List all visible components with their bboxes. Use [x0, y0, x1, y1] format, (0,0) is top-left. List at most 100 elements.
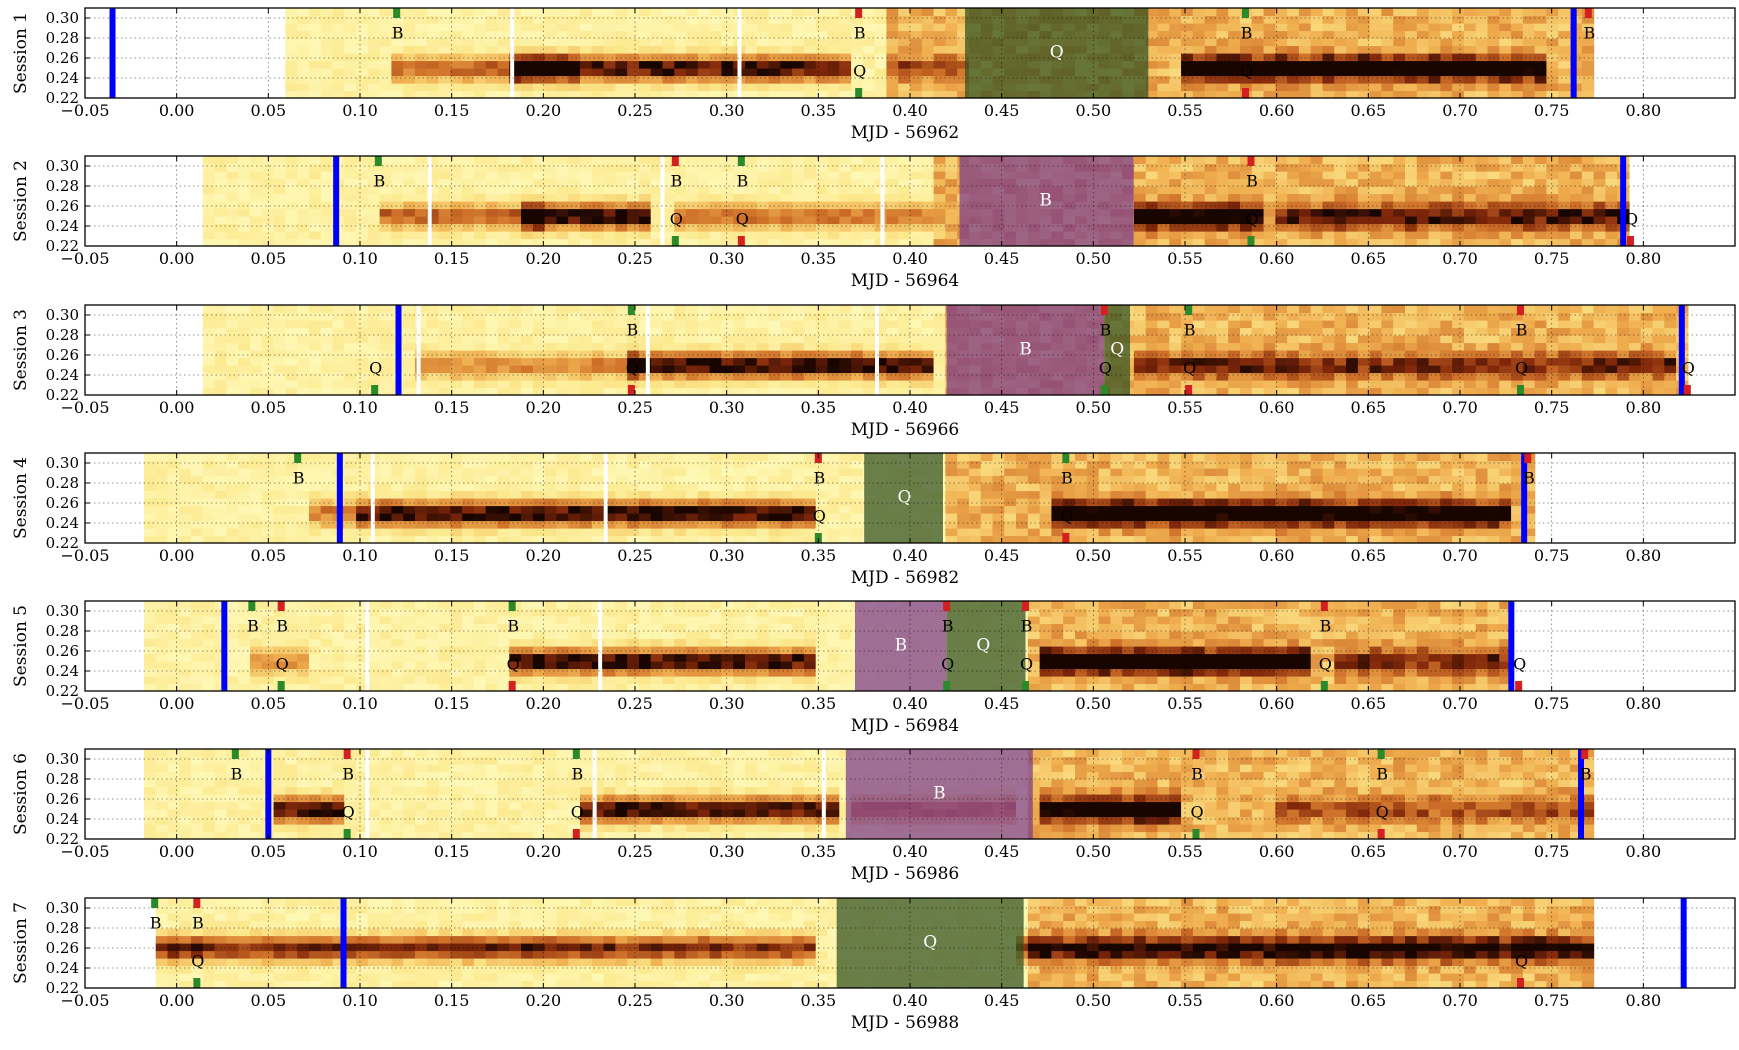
heatmap-cell	[356, 460, 369, 469]
heatmap-cell	[403, 75, 416, 84]
heatmap-cell	[1346, 238, 1359, 247]
heatmap-cell	[155, 460, 169, 469]
heatmap-cell	[1133, 208, 1147, 217]
heatmap-cell	[898, 231, 911, 240]
heatmap-cell	[1381, 305, 1394, 314]
heatmap-cell	[1534, 163, 1548, 172]
heatmap-cell	[921, 231, 935, 240]
x-tick-label: −0.05	[60, 101, 109, 120]
heatmap-cell	[202, 365, 216, 374]
heatmap-cell	[638, 320, 652, 329]
heatmap-cell	[438, 342, 451, 351]
heatmap-cell	[509, 350, 522, 359]
heatmap-cell	[1334, 38, 1347, 47]
heatmap-cell	[627, 380, 640, 389]
heatmap-cell	[521, 312, 534, 321]
heatmap-cell	[285, 30, 298, 39]
heatmap-cell	[1181, 231, 1194, 240]
heatmap-cell	[285, 335, 298, 344]
heatmap-cell	[1169, 75, 1182, 84]
heatmap-cell	[1605, 380, 1618, 389]
heatmap-cell	[674, 216, 687, 225]
heatmap-cell	[1240, 312, 1253, 321]
heatmap-cell	[1640, 372, 1654, 381]
heatmap-cell	[285, 387, 298, 396]
heatmap-cell	[898, 387, 911, 396]
heatmap-cell	[1440, 30, 1453, 39]
heatmap-cell	[580, 75, 593, 84]
heatmap-cell	[509, 90, 522, 99]
heatmap-cell	[1522, 15, 1536, 24]
heatmap-cell	[1240, 231, 1253, 240]
heatmap-cell	[1310, 357, 1324, 366]
heatmap-cell	[285, 178, 298, 187]
heatmap-cell	[273, 163, 286, 172]
heatmap-cell	[485, 350, 499, 359]
heatmap-cell	[1452, 23, 1465, 32]
heatmap-cell	[1475, 163, 1489, 172]
heatmap-cell	[745, 163, 758, 172]
heatmap-cell	[709, 365, 723, 374]
heatmap-cell	[1251, 350, 1265, 359]
heatmap-cell	[709, 90, 723, 99]
heatmap-cell	[803, 186, 817, 195]
heatmap-cell	[921, 223, 935, 232]
heatmap-cell	[1440, 320, 1453, 329]
heatmap-cell	[1181, 365, 1194, 374]
heatmap-cell	[403, 305, 416, 314]
x-tick-label: −0.05	[60, 398, 109, 417]
heatmap-cell	[1534, 178, 1548, 187]
heatmap-cell	[462, 186, 475, 195]
heatmap-cell	[1298, 53, 1312, 62]
heatmap-cell	[238, 528, 251, 537]
heatmap-cell	[403, 186, 416, 195]
heatmap-cell	[1463, 350, 1477, 359]
heatmap-cell	[792, 75, 805, 84]
heatmap-cell	[167, 483, 180, 492]
heatmap-cell	[297, 90, 310, 99]
heatmap-cell	[827, 45, 840, 54]
heatmap-cell	[780, 75, 793, 84]
x-tick-label: 0.45	[984, 249, 1020, 268]
heatmap-cell	[945, 60, 958, 69]
heatmap-cell	[509, 186, 522, 195]
x-tick-label: 0.80	[1626, 101, 1662, 120]
heatmap-cell	[1499, 312, 1512, 321]
heatmap-cell	[521, 193, 534, 202]
heatmap-cell	[1204, 387, 1218, 396]
heatmap-cell	[379, 312, 393, 321]
heatmap-cell	[379, 231, 393, 240]
heatmap-cell	[803, 380, 817, 389]
heatmap-cell	[320, 365, 334, 374]
heatmap-cell	[273, 312, 286, 321]
heatmap-cell	[297, 350, 310, 359]
heatmap-cell	[1534, 83, 1548, 92]
heatmap-cell	[1452, 178, 1465, 187]
heatmap-cell	[1263, 320, 1276, 329]
heatmap-cell	[332, 75, 345, 84]
heatmap-cell	[1369, 45, 1383, 54]
x-axis-label: MJD - 56964	[851, 271, 959, 291]
heatmap-cell	[768, 193, 781, 202]
heatmap-cell	[1581, 171, 1595, 180]
heatmap-cell	[910, 216, 923, 225]
heatmap-cell	[1157, 342, 1170, 351]
heatmap-cell	[226, 335, 239, 344]
heatmap-cell	[367, 342, 381, 351]
heatmap-cell	[273, 498, 286, 507]
heatmap-cell	[297, 387, 310, 396]
heatmap-cell	[1263, 178, 1276, 187]
heatmap-cell	[473, 483, 487, 492]
heatmap-cell	[792, 186, 805, 195]
heatmap-cell	[308, 53, 322, 62]
heatmap-cell	[1145, 38, 1159, 47]
heatmap-cell	[450, 535, 463, 544]
heatmap-cell	[473, 231, 487, 240]
heatmap-cell	[391, 208, 404, 217]
heatmap-cell	[1499, 30, 1512, 39]
heatmap-cell	[521, 53, 534, 62]
heatmap-cell	[1428, 30, 1441, 39]
heatmap-cell	[627, 357, 640, 366]
heatmap-cell	[1428, 223, 1441, 232]
heatmap-cell	[250, 208, 263, 217]
